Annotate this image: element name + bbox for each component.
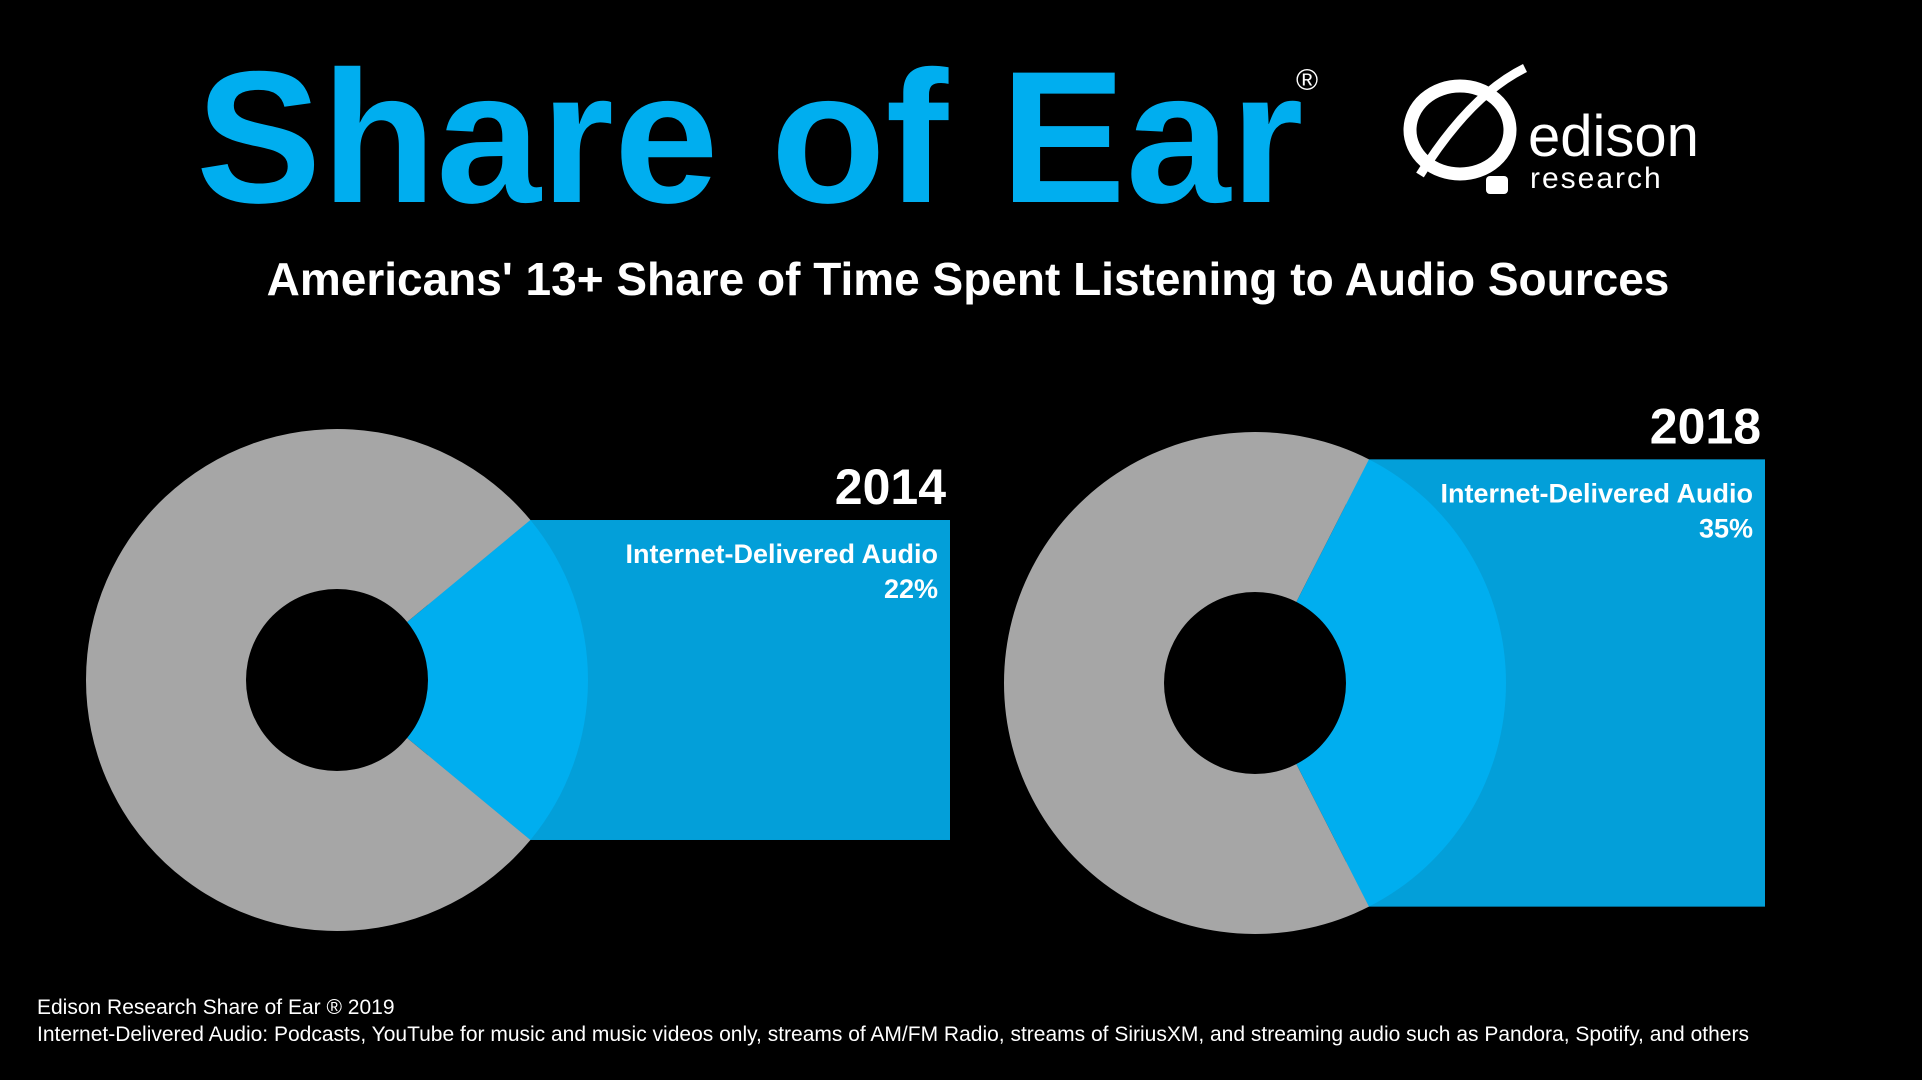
footer-note: Internet-Delivered Audio: Podcasts, YouT… [37, 1023, 1749, 1046]
footer-source: Edison Research Share of Ear ® 2019 [37, 996, 395, 1019]
value-label: 35% [1699, 513, 1753, 543]
charts: 2014 Internet-Delivered Audio 22% 2018 Inter… [85, 398, 1765, 935]
slice-label: Internet-Delivered Audio [625, 539, 938, 569]
pie-slice [337, 520, 588, 840]
logo-sub: research [1530, 162, 1663, 195]
donut-hole [246, 589, 428, 771]
year-label: 2018 [1650, 398, 1761, 454]
logo-swoosh [1416, 63, 1527, 178]
logo: edison research [1403, 63, 1699, 195]
pie-slice [1255, 459, 1507, 907]
slice-label: Internet-Delivered Audio [1440, 478, 1753, 508]
logo-icon [1403, 79, 1517, 181]
title: Share of Ear [196, 32, 1304, 242]
logo-base [1486, 176, 1508, 194]
logo-name: edison [1528, 104, 1699, 169]
year-label: 2014 [835, 459, 946, 515]
value-label: 22% [884, 574, 938, 604]
registered-mark: ® [1296, 64, 1318, 97]
donut-hole [1164, 592, 1346, 774]
subtitle: Americans' 13+ Share of Time Spent Liste… [267, 253, 1670, 305]
